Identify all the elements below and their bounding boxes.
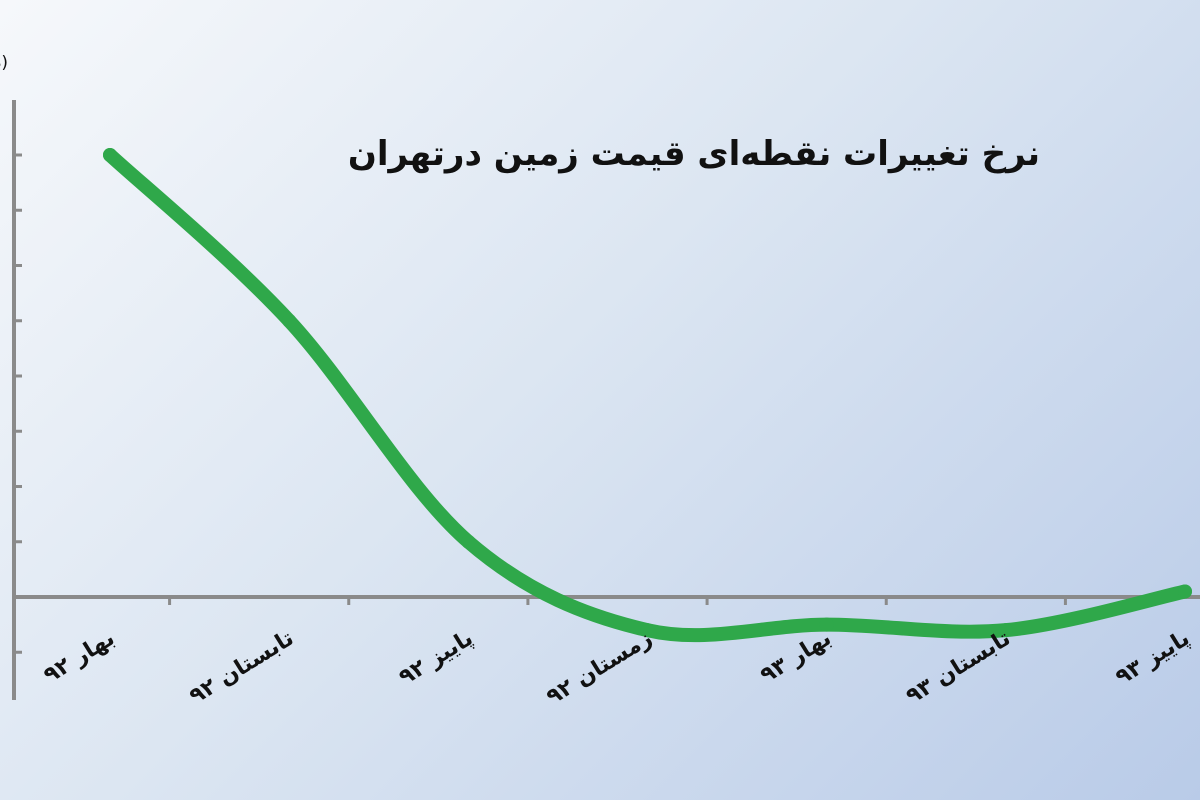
data-point	[819, 617, 834, 632]
series-line	[103, 148, 1192, 643]
data-point	[998, 623, 1013, 638]
data-point	[103, 148, 117, 162]
chart-title: نرخ تغییرات نقطه‌ای قیمت زمین درتهران	[348, 134, 1040, 174]
axes	[12, 100, 1200, 700]
x-tick-label: پاییز ۹۲	[395, 626, 478, 691]
data-point	[282, 313, 297, 328]
data-point	[461, 534, 476, 549]
x-tick-label: زمستان ۹۲	[542, 626, 656, 710]
x-tick-label: پاییز ۹۳	[1111, 626, 1194, 691]
data-point	[1178, 584, 1192, 599]
series	[103, 148, 1192, 643]
x-tick-label: بهار ۹۲	[40, 626, 120, 689]
x-tick-label: تابستان ۹۲	[185, 626, 298, 710]
data-point	[640, 623, 655, 638]
y-axis-unit-label: (درصد	[0, 53, 8, 73]
